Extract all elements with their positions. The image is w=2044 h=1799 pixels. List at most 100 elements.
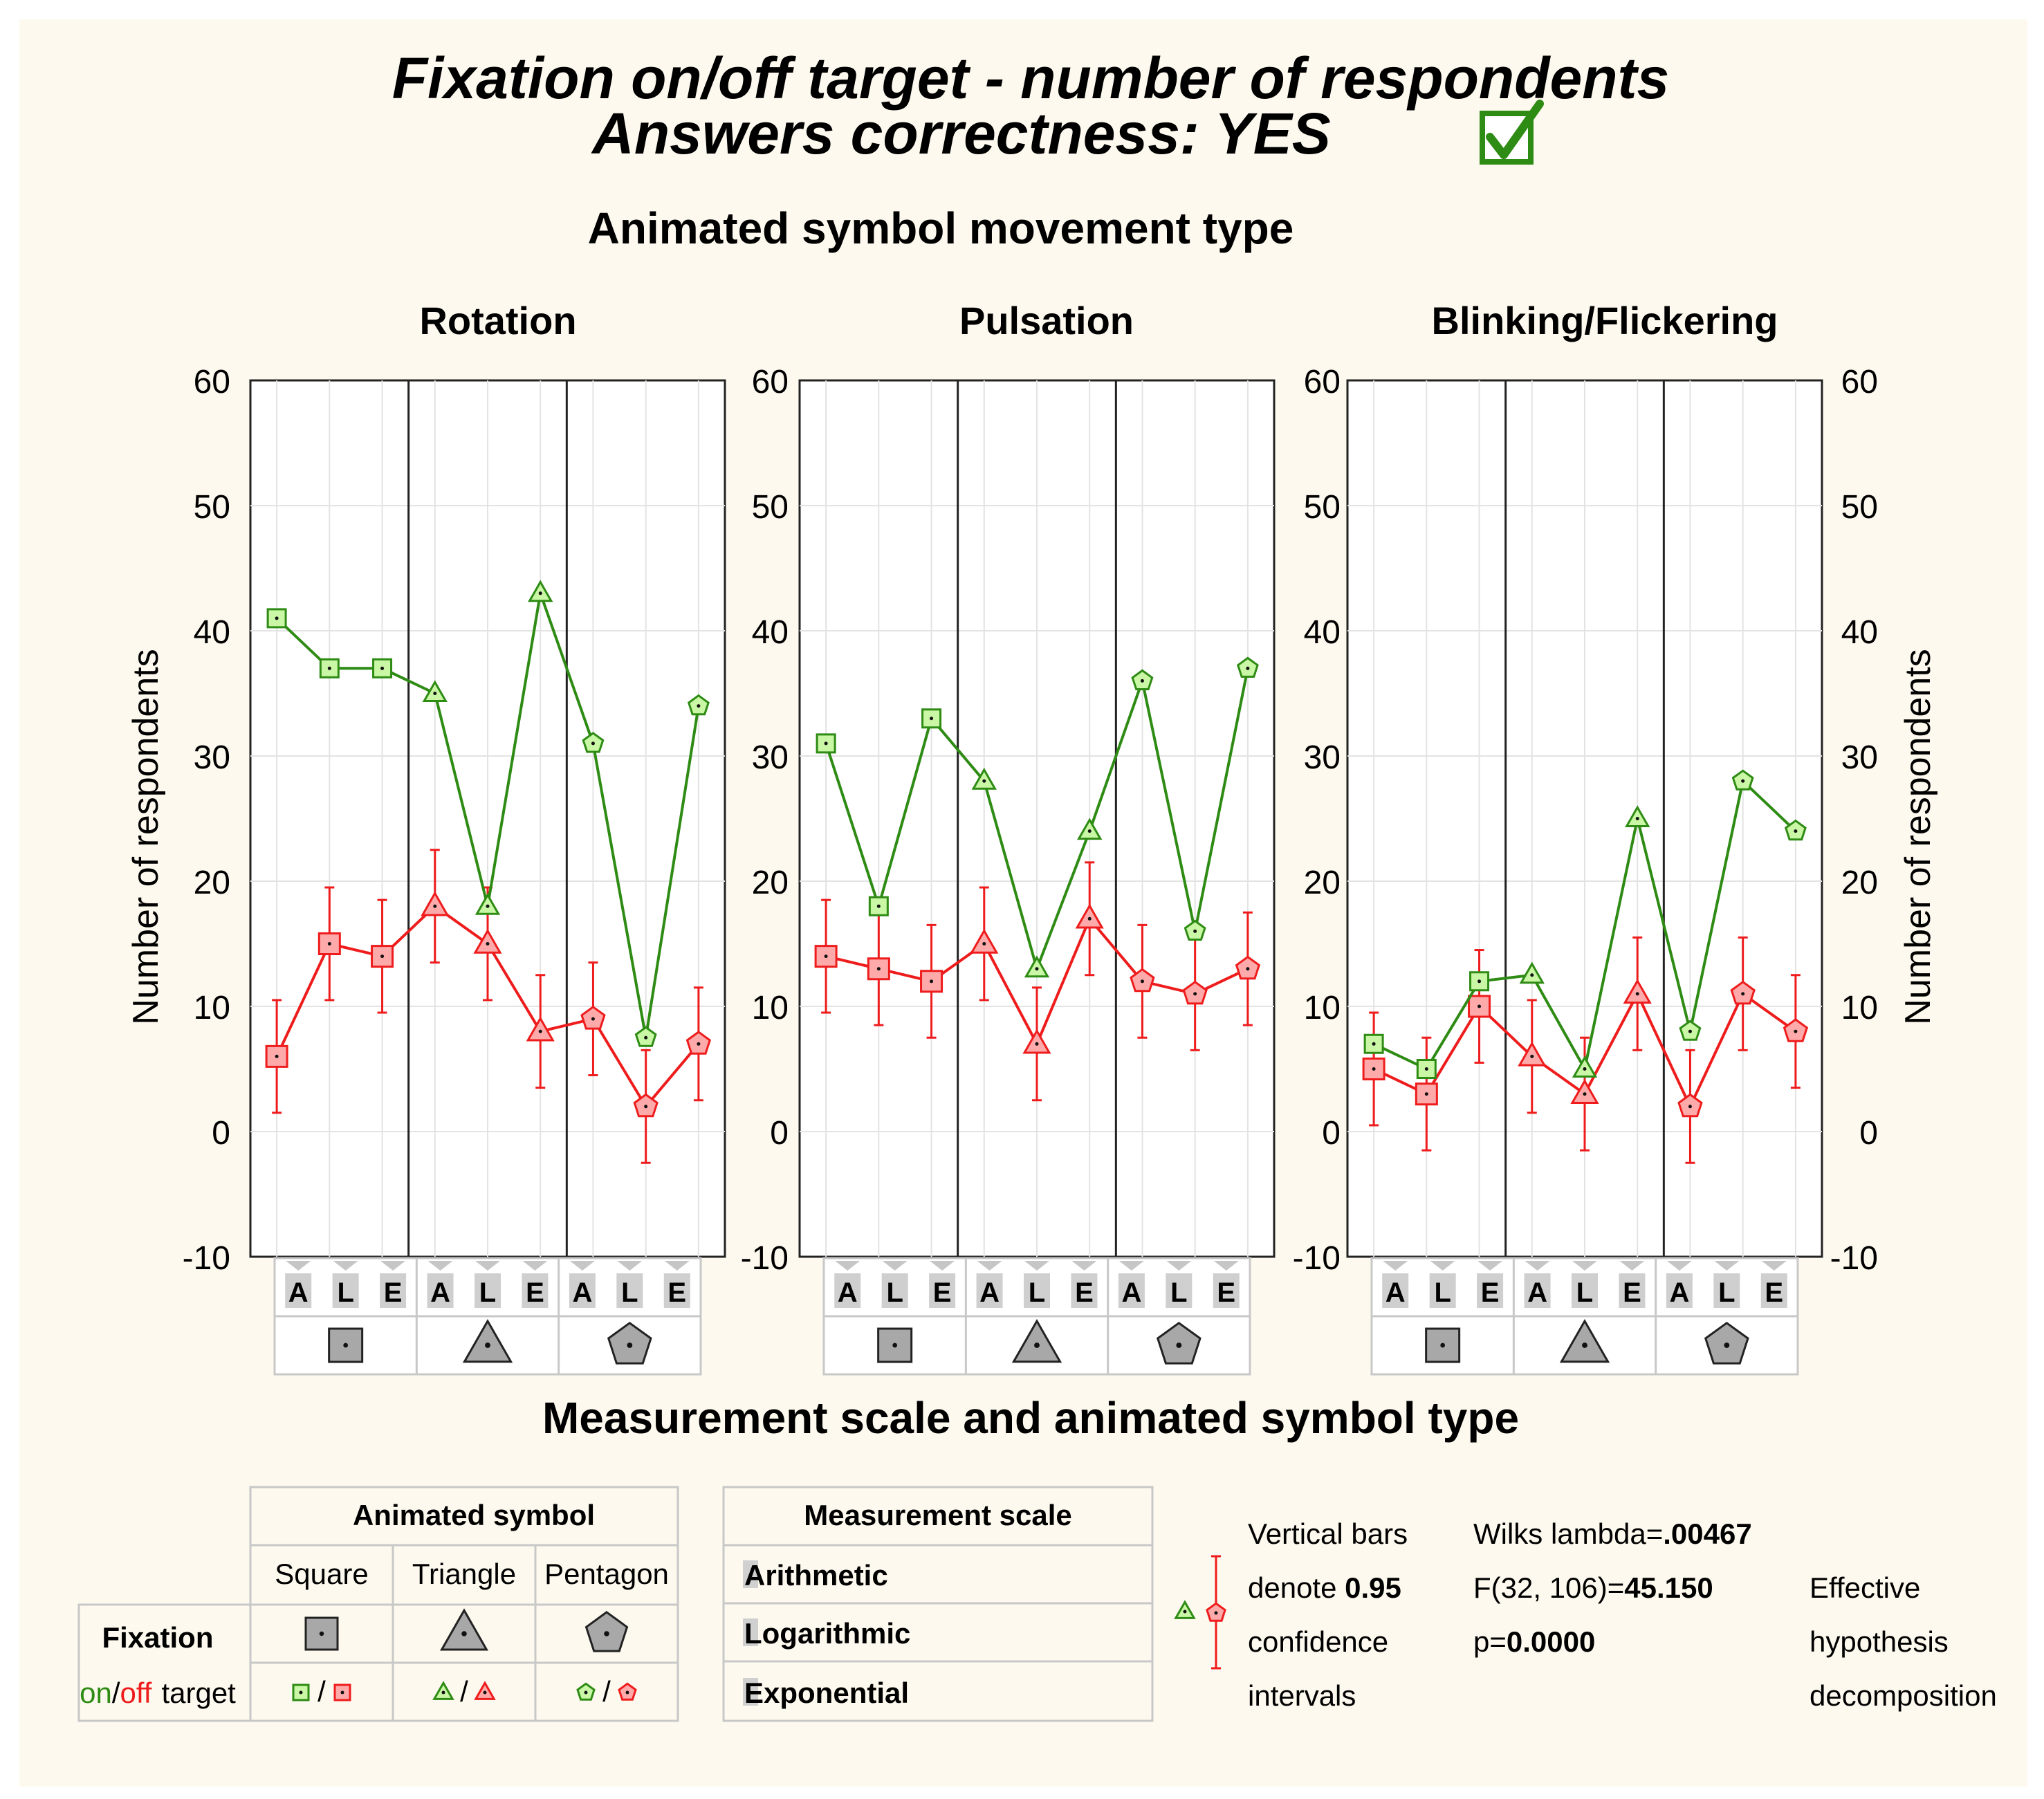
y-tick-label: 0 — [1322, 1115, 1341, 1152]
y-tick-label: 60 — [194, 364, 230, 400]
data-point-on — [422, 680, 448, 703]
axis-tick-marker — [1118, 1261, 1144, 1271]
y-tick-label: 50 — [194, 489, 230, 526]
scale-letter-box — [1760, 1273, 1787, 1308]
square-icon — [304, 1616, 339, 1651]
scale-letter-box — [976, 1273, 1003, 1308]
scale-letter-box — [1619, 1273, 1646, 1308]
scale-letter-box — [1429, 1273, 1456, 1308]
scale-letter-box — [663, 1273, 690, 1308]
data-point-on — [1416, 1059, 1437, 1079]
axis-tick-marker — [617, 1261, 643, 1271]
data-point-off — [685, 1031, 712, 1055]
legend-f-value: 45.150 — [1624, 1571, 1713, 1604]
legend-off-pentagon-icon — [1206, 1602, 1226, 1622]
y-tick-label: 40 — [1841, 614, 1878, 651]
scale-letter: A — [572, 1277, 592, 1308]
legend-ci-line-1: Vertical bars — [1248, 1517, 1408, 1550]
y-tick-label: 10 — [752, 990, 789, 1026]
data-point-off — [1570, 1078, 1599, 1104]
legend-p-label: p= — [1473, 1625, 1507, 1658]
scale-letter-box — [1213, 1273, 1240, 1308]
scale-letter: L — [621, 1277, 638, 1308]
legend-off-label: off — [120, 1677, 152, 1709]
legend-ci-sample — [1174, 1555, 1226, 1670]
y-tick-label: 30 — [1841, 739, 1878, 776]
scale-letter: L — [1576, 1277, 1593, 1308]
y-tick-label: -10 — [183, 1240, 230, 1277]
y-tick-label: 60 — [1304, 364, 1341, 400]
y-tick-label: 30 — [752, 739, 789, 776]
legend-wilks: Wilks lambda=.00467 — [1473, 1517, 1752, 1550]
legend-slash: / — [317, 1675, 326, 1708]
data-point-on — [816, 733, 836, 754]
data-point-on — [475, 892, 501, 915]
scale-letter-box — [285, 1273, 312, 1308]
legend-effective-2: hypothesis — [1810, 1625, 1949, 1658]
data-point-off — [1022, 1028, 1051, 1054]
triangle-icon — [440, 1608, 488, 1651]
data-point-off — [1468, 995, 1491, 1018]
panel-pulsation — [798, 379, 1276, 1258]
scale-letter-box — [834, 1273, 861, 1308]
scale-letter: L — [479, 1277, 496, 1308]
data-point-on — [1679, 1020, 1702, 1041]
legend-slash: / — [460, 1675, 468, 1708]
legend-off-triangle-icon — [474, 1681, 496, 1700]
legend-ci-line-4: intervals — [1248, 1679, 1356, 1712]
data-point-on — [266, 608, 287, 629]
scale-letter-box — [1713, 1273, 1740, 1308]
scale-letter: E — [384, 1277, 403, 1308]
legend-effective-3: decomposition — [1810, 1679, 1997, 1712]
y-tick-label: 50 — [752, 489, 789, 526]
data-point-off — [421, 891, 450, 916]
triangle-icon — [1011, 1318, 1062, 1363]
legend-p-number: 0.0000 — [1507, 1625, 1595, 1658]
axis-tick-marker — [930, 1261, 955, 1271]
scale-letter: A — [838, 1277, 858, 1308]
scale-letter: L — [1718, 1277, 1735, 1308]
scale-letter: E — [933, 1277, 952, 1308]
axis-tick-marker — [1383, 1261, 1408, 1271]
grid — [800, 380, 1274, 1257]
y-tick-label: 20 — [1304, 865, 1341, 901]
y-tick-label: 0 — [1859, 1115, 1878, 1152]
title-line-2: Answers correctness: YES — [591, 101, 1331, 166]
legend-on-off-target: on/off target — [80, 1677, 236, 1709]
data-point-on — [634, 1026, 657, 1047]
axis-tick-marker — [1666, 1261, 1692, 1271]
panel-blinking — [1346, 379, 1823, 1258]
y-ticks-inner: 60 50 40 30 20 10 0 -10 — [1293, 364, 1341, 1277]
legend-on-triangle-icon — [432, 1681, 454, 1700]
scale-letter: A — [1527, 1277, 1547, 1308]
data-point-off — [371, 945, 394, 968]
y-ticks-right: 60 50 40 30 20 10 0 -10 — [1830, 364, 1878, 1277]
scale-letter: A — [430, 1277, 450, 1308]
y-tick-label: 20 — [194, 865, 230, 901]
legend-on-square-icon — [292, 1683, 310, 1701]
y-tick-label: -10 — [1830, 1240, 1878, 1277]
axis-tick-marker — [427, 1261, 453, 1271]
y-tick-label: 40 — [194, 614, 230, 651]
legend-on-pentagon-icon — [576, 1682, 596, 1701]
axis-tick-marker — [569, 1261, 595, 1271]
legend-off-pentagon-icon — [618, 1682, 637, 1701]
legend-fixation-label: Fixation — [102, 1621, 213, 1654]
scale-letter: L — [1434, 1277, 1451, 1308]
legend-symbol-table — [77, 1486, 679, 1722]
data-point-on — [1024, 955, 1050, 978]
y-axis-label-left: Number of respondents — [126, 649, 166, 1024]
panel-title-blinking: Blinking/Flickering — [1432, 299, 1778, 342]
legend-effective-1: Effective — [1810, 1571, 1920, 1604]
scale-letter: A — [288, 1277, 309, 1308]
pentagon-icon — [1156, 1321, 1201, 1365]
legend-scale-marker — [743, 1560, 758, 1588]
data-point-off — [1677, 1093, 1703, 1118]
data-point-on — [971, 767, 997, 790]
y-tick-label: 50 — [1841, 489, 1878, 526]
y-tick-label: 20 — [1841, 865, 1878, 901]
data-point-off — [1130, 968, 1155, 993]
scale-letter-box — [569, 1273, 596, 1308]
